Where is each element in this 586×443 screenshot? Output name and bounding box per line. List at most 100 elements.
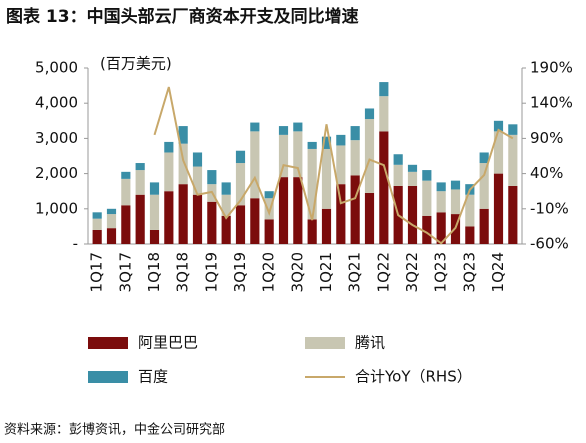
bar-segment — [508, 124, 518, 135]
y2-tick-label: 40% — [530, 164, 563, 182]
x-tick-label: 3Q20 — [288, 252, 306, 292]
bar-segment — [493, 173, 504, 244]
bar-segment — [106, 214, 117, 229]
x-tick-label: 1Q20 — [260, 252, 278, 292]
y-tick-label: 4,000 — [35, 94, 78, 112]
x-tick-label: 1Q18 — [145, 252, 163, 292]
bar-segment — [465, 194, 475, 227]
legend-swatch — [88, 371, 128, 383]
y2-tick-label: 140% — [530, 94, 573, 112]
bar-segment — [465, 226, 475, 244]
bar-segment — [178, 126, 188, 144]
bar-segment — [221, 182, 231, 195]
x-tick-label: 3Q18 — [174, 252, 192, 292]
bar-segment — [221, 194, 231, 216]
bar-segment — [264, 219, 274, 244]
bar-segment — [407, 171, 418, 186]
bar-segment — [264, 191, 274, 199]
bar-segment — [293, 122, 303, 132]
bar-segment — [307, 219, 317, 244]
bar-segment — [307, 141, 317, 149]
bar-segment — [106, 228, 117, 244]
bar-segment — [92, 218, 102, 230]
bar-segment — [121, 205, 131, 244]
y-tick-label: 2,000 — [35, 164, 78, 182]
bar-segment — [336, 184, 346, 244]
chart-title: 图表 13：中国头部云厂商资本开支及同比增速 — [6, 6, 359, 27]
x-tick-label: 3Q17 — [116, 252, 134, 292]
bar-segment — [508, 134, 518, 186]
bar-segment — [164, 152, 174, 192]
yoy-line — [153, 86, 514, 245]
legend-label: 腾讯 — [355, 334, 385, 352]
bar-segment — [393, 164, 403, 186]
bar-segment — [178, 143, 188, 185]
bar-segment — [508, 185, 518, 244]
bar-segment — [293, 131, 303, 178]
bar-segment — [493, 131, 504, 174]
y-unit: (百万美元) — [100, 55, 172, 73]
bar-segment — [393, 154, 403, 165]
x-tick-label: 1Q21 — [317, 252, 335, 292]
bar-segment — [336, 145, 346, 185]
bar-segment — [135, 170, 145, 195]
y2-tick-label: 90% — [530, 129, 563, 147]
bar-segment — [379, 96, 389, 132]
x-tick-label: 3Q19 — [231, 252, 249, 292]
legend-swatch — [305, 337, 345, 349]
legend-swatch — [88, 337, 128, 349]
bar-segment — [364, 108, 375, 120]
bar-segment — [235, 205, 246, 244]
bar-segment — [92, 229, 102, 244]
bar-segment — [149, 182, 160, 195]
bar-segment — [493, 120, 504, 132]
bar-segment — [436, 212, 446, 244]
x-tick-label: 1Q22 — [374, 252, 392, 292]
bar-segment — [149, 194, 160, 230]
bar-segment — [307, 148, 317, 220]
bar-segment — [250, 131, 260, 199]
bar-segment — [192, 152, 203, 167]
bar-segment — [364, 192, 375, 244]
bar-segment — [479, 208, 489, 244]
bar-segment — [235, 163, 246, 206]
bar-segment — [422, 215, 432, 244]
x-tick-label: 1Q24 — [489, 252, 507, 292]
bar-segment — [164, 141, 174, 153]
bar-segment — [178, 184, 188, 244]
bar-segment — [221, 215, 231, 244]
bar-segment — [379, 131, 389, 244]
y2-tick-label: -60% — [530, 235, 569, 253]
bar-segment — [135, 194, 145, 244]
bar-segment — [250, 122, 260, 132]
bar-segment — [135, 163, 145, 171]
bar-segment — [321, 208, 332, 244]
bar-segment — [164, 191, 174, 244]
y-tick-label: 3,000 — [35, 129, 78, 147]
bar-segment — [321, 148, 332, 209]
bar-segment — [235, 150, 246, 164]
bar-segment — [121, 171, 131, 179]
bar-segment — [350, 140, 360, 176]
y-tick-label: 1,000 — [35, 199, 78, 217]
x-tick-label: 1Q23 — [432, 252, 450, 292]
bar-segment — [422, 170, 432, 181]
bar-segment — [278, 177, 289, 244]
bar-segment — [422, 180, 432, 216]
bar-segment — [450, 189, 461, 215]
legend-label: 百度 — [138, 368, 168, 386]
bar-segment — [106, 208, 117, 215]
bar-segment — [278, 126, 289, 135]
bar-segment — [407, 185, 418, 244]
bar-segment — [379, 82, 389, 97]
x-tick-label: 3Q22 — [403, 252, 421, 292]
bar-segment — [264, 198, 274, 220]
legend-label: 合计YoY（RHS） — [355, 368, 472, 386]
source: 资料来源：彭博资讯，中金公司研究部 — [4, 422, 225, 438]
y-tick-label: 5,000 — [35, 59, 78, 77]
y2-tick-label: 190% — [530, 59, 573, 77]
bar-segment — [207, 170, 217, 185]
bar-segment — [350, 126, 360, 141]
bar-segment — [192, 166, 203, 195]
